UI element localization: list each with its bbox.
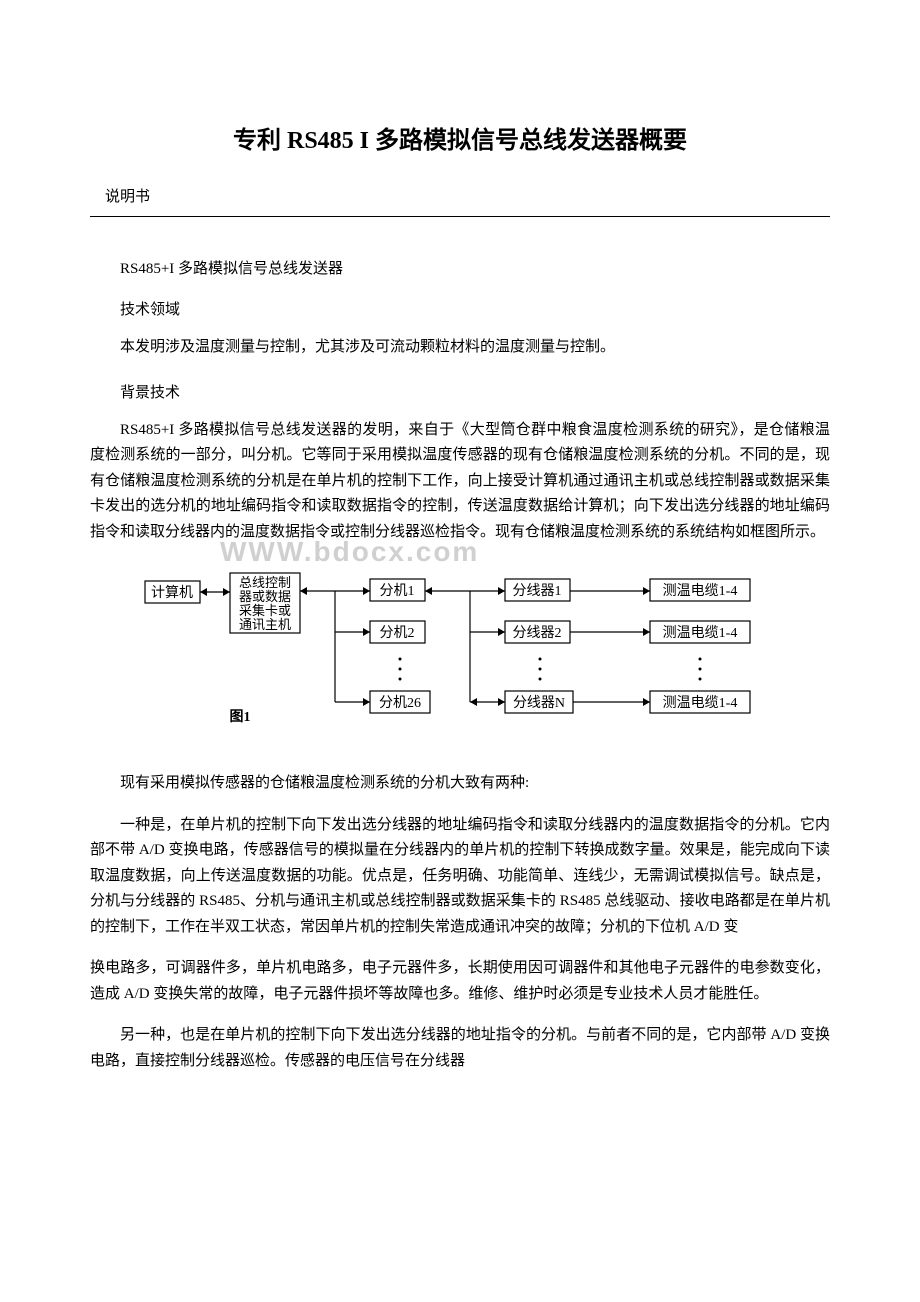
heading-product: RS485+I 多路模拟信号总线发送器	[90, 257, 830, 278]
box-branch1: 分机1	[380, 583, 415, 599]
box-branch26: 分机26	[379, 695, 421, 711]
box-splitterN: 分线器N	[513, 695, 565, 711]
block-diagram: WWW.bdocx.com 计算机 总线控制 器或数据 采集卡或 通讯主机 分机…	[90, 561, 830, 741]
paragraph-field: 本发明涉及温度测量与控制，尤其涉及可流动颗粒材料的温度测量与控制。	[90, 335, 830, 361]
paragraph-background: RS485+I 多路模拟信号总线发送器的发明，来自于《大型筒仓群中粮食温度检测系…	[90, 418, 830, 546]
box-controller-l3: 采集卡或	[239, 603, 291, 618]
paragraph-type2: 另一种，也是在单片机的控制下向下发出选分线器的地址指令的分机。与前者不同的是，它…	[90, 1023, 830, 1074]
heading-background: 背景技术	[90, 381, 830, 402]
document-title: 专利 RS485 I 多路模拟信号总线发送器概要	[90, 120, 830, 155]
box-controller-l4: 通讯主机	[239, 617, 291, 632]
box-cable3: 测温电缆1-4	[663, 695, 738, 711]
box-cable1: 测温电缆1-4	[663, 583, 738, 599]
box-computer: 计算机	[151, 585, 193, 601]
divider	[90, 216, 830, 217]
box-controller-l2: 器或数据	[239, 589, 291, 604]
subtitle: 说明书	[90, 185, 830, 206]
figure-label: 图1	[230, 709, 251, 725]
paragraph-types: 现有采用模拟传感器的仓储粮温度检测系统的分机大致有两种:	[90, 771, 830, 797]
diagram-svg: 计算机 总线控制 器或数据 采集卡或 通讯主机 分机1 分机2 分机26	[90, 561, 830, 741]
box-cable2: 测温电缆1-4	[663, 625, 738, 641]
heading-field: 技术领域	[90, 298, 830, 319]
paragraph-type1-cont: 换电路多，可调器件多，单片机电路多，电子元器件多，长期使用因可调器件和其他电子元…	[90, 956, 830, 1007]
box-branch2: 分机2	[380, 625, 415, 641]
box-splitter1: 分线器1	[513, 583, 562, 599]
box-splitter2: 分线器2	[513, 625, 562, 641]
box-controller-l1: 总线控制	[239, 575, 291, 590]
paragraph-type1: 一种是，在单片机的控制下向下发出选分线器的地址编码指令和读取分线器内的温度数据指…	[90, 813, 830, 941]
